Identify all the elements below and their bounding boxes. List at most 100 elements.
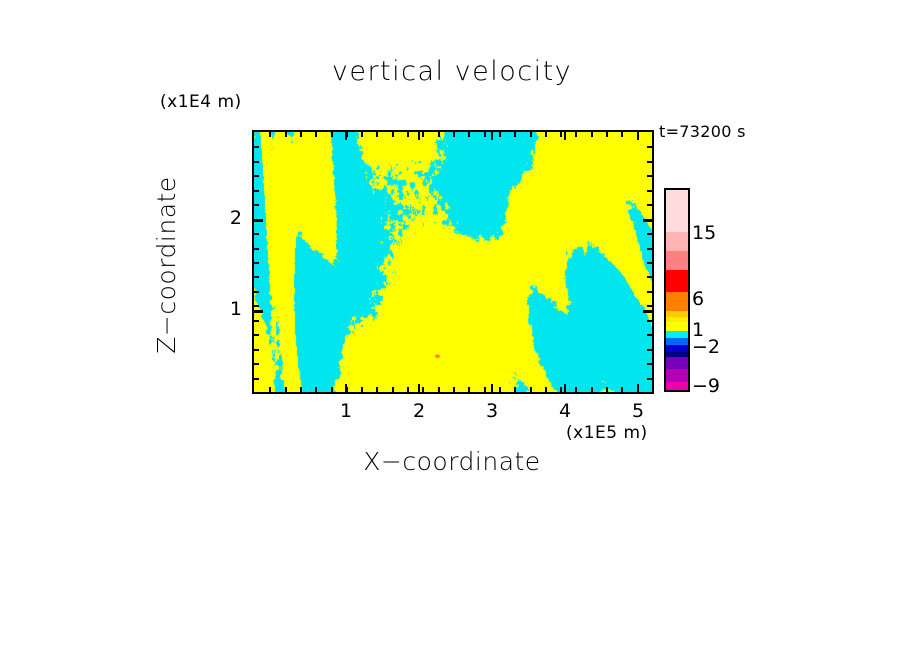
axis-tick-mark bbox=[269, 387, 272, 392]
axis-tick-mark bbox=[544, 132, 547, 137]
axis-tick-mark bbox=[254, 305, 259, 308]
axis-tick-mark bbox=[647, 377, 652, 380]
axis-tick-mark bbox=[361, 132, 364, 137]
colorbar-tick-label: −2 bbox=[692, 336, 721, 358]
x-tick-label: 1 bbox=[339, 400, 353, 422]
axis-tick-mark bbox=[254, 146, 259, 149]
axis-tick-mark bbox=[647, 290, 652, 293]
colorbar-tick-label: 1 bbox=[692, 319, 705, 341]
vertical-velocity-field bbox=[254, 132, 652, 392]
axis-tick-mark bbox=[422, 132, 425, 137]
axis-tick-mark bbox=[407, 132, 410, 137]
axis-tick-mark bbox=[376, 132, 379, 137]
z-axis-unit-caption: (x1E4 m) bbox=[160, 92, 242, 112]
axis-tick-mark bbox=[575, 387, 578, 392]
axis-tick-mark bbox=[647, 348, 652, 351]
axis-tick-mark bbox=[330, 132, 333, 137]
axis-tick-mark bbox=[254, 348, 259, 351]
axis-tick-mark bbox=[254, 219, 263, 222]
axis-tick-mark bbox=[647, 160, 652, 163]
axis-tick-mark bbox=[621, 132, 624, 137]
axis-tick-mark bbox=[453, 132, 455, 137]
axis-tick-mark bbox=[254, 262, 259, 264]
axis-tick-mark bbox=[647, 334, 652, 337]
colorbar-tick-label: 6 bbox=[692, 288, 705, 310]
axis-tick-mark bbox=[647, 175, 652, 178]
axis-tick-mark bbox=[491, 384, 493, 392]
axis-tick-mark bbox=[437, 132, 440, 137]
colorbar-band bbox=[666, 357, 688, 369]
axis-tick-mark bbox=[491, 132, 493, 140]
axis-tick-mark bbox=[422, 387, 425, 392]
axis-tick-mark bbox=[647, 189, 652, 192]
axis-tick-mark bbox=[391, 387, 394, 392]
colorbar bbox=[664, 188, 690, 392]
x-tick-label: 2 bbox=[412, 400, 426, 422]
axis-tick-mark bbox=[606, 387, 609, 392]
axis-tick-mark bbox=[391, 132, 394, 137]
axis-tick-mark bbox=[345, 132, 347, 140]
axis-tick-mark bbox=[284, 387, 287, 392]
axis-tick-mark bbox=[529, 132, 532, 137]
colorbar-band bbox=[666, 251, 688, 270]
axis-tick-mark bbox=[254, 377, 259, 380]
axis-tick-mark bbox=[418, 384, 420, 392]
axis-tick-mark bbox=[254, 276, 259, 279]
colorbar-band bbox=[666, 331, 688, 338]
axis-tick-mark bbox=[361, 387, 364, 392]
axis-tick-mark bbox=[254, 189, 259, 192]
z-tick-label: 2 bbox=[229, 207, 242, 229]
axis-tick-mark bbox=[560, 387, 563, 392]
axis-tick-mark bbox=[647, 146, 652, 149]
axis-tick-mark bbox=[254, 160, 259, 163]
x-axis-unit-caption: (x1E5 m) bbox=[566, 423, 648, 443]
axis-tick-mark bbox=[453, 387, 455, 392]
axis-tick-mark bbox=[254, 233, 259, 236]
axis-tick-mark bbox=[376, 387, 379, 392]
axis-tick-mark bbox=[564, 132, 566, 140]
axis-tick-mark bbox=[544, 387, 547, 392]
z-tick-label: 1 bbox=[229, 298, 242, 320]
colorbar-band bbox=[666, 322, 688, 331]
x-tick-label: 3 bbox=[485, 400, 499, 422]
axis-tick-mark bbox=[254, 247, 259, 250]
axis-tick-mark bbox=[315, 387, 318, 392]
colorbar-tick-label: −9 bbox=[692, 375, 721, 397]
colorbar-band bbox=[666, 352, 688, 357]
axis-tick-mark bbox=[468, 387, 471, 392]
axis-tick-mark bbox=[647, 204, 652, 207]
axis-tick-mark bbox=[254, 175, 259, 178]
colorbar-band bbox=[666, 292, 688, 311]
axis-tick-mark bbox=[254, 363, 259, 366]
axis-tick-mark bbox=[621, 387, 624, 392]
colorbar-band bbox=[666, 382, 688, 390]
axis-tick-mark bbox=[483, 132, 486, 137]
axis-tick-mark bbox=[647, 233, 652, 236]
axis-tick-mark bbox=[529, 387, 532, 392]
axis-tick-mark bbox=[418, 132, 420, 140]
axis-tick-mark bbox=[254, 319, 259, 322]
colorbar-tick-label: 15 bbox=[692, 222, 717, 244]
colorbar-band bbox=[666, 345, 688, 352]
axis-tick-mark bbox=[299, 387, 302, 392]
colorbar-band bbox=[666, 232, 688, 251]
x-tick-label: 5 bbox=[631, 400, 645, 422]
axis-tick-mark bbox=[564, 384, 566, 392]
axis-tick-mark bbox=[498, 132, 501, 137]
axis-tick-mark bbox=[468, 132, 471, 137]
axis-tick-mark bbox=[643, 310, 652, 313]
axis-tick-mark bbox=[575, 132, 578, 137]
axis-tick-mark bbox=[637, 132, 639, 140]
axis-tick-mark bbox=[606, 132, 609, 137]
axis-tick-mark bbox=[643, 219, 652, 222]
axis-tick-mark bbox=[647, 276, 652, 279]
x-axis-title: X−coordinate bbox=[363, 447, 541, 476]
axis-tick-mark bbox=[330, 387, 333, 392]
colorbar-band bbox=[666, 317, 688, 322]
axis-tick-mark bbox=[647, 262, 652, 264]
colorbar-band bbox=[666, 270, 688, 292]
axis-tick-mark bbox=[647, 363, 652, 366]
axis-tick-mark bbox=[647, 247, 652, 250]
axis-tick-mark bbox=[437, 387, 440, 392]
axis-tick-mark bbox=[284, 132, 287, 137]
